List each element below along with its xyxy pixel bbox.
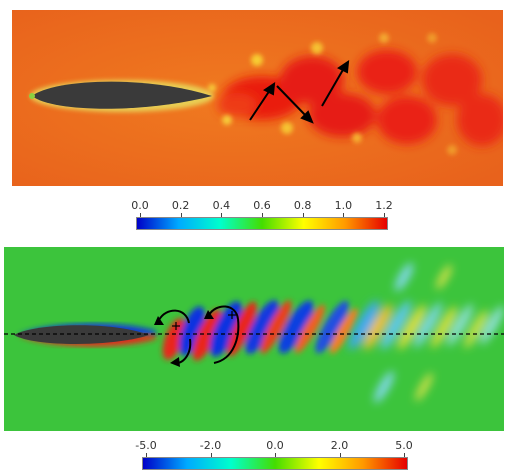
top-colorbar-tick-mark xyxy=(384,213,385,217)
bottom-colorbar-tick-label: -5.0 xyxy=(135,439,157,452)
bottom-colorbar-tick-mark xyxy=(146,453,147,457)
body-shape xyxy=(32,81,212,109)
top-colorbar-tick-mark xyxy=(343,213,345,217)
top-colorbar-gradient xyxy=(136,217,388,230)
top-colorbar-tick-label: 0.0 xyxy=(131,199,149,212)
wake-region xyxy=(217,50,503,146)
bottom-colorbar-tick-label: 5.0 xyxy=(395,439,413,452)
top-colorbar-tick-label: 0.8 xyxy=(293,199,312,212)
flow-arrows xyxy=(249,59,350,124)
top-colorbar-tick-mark xyxy=(302,213,304,217)
bottom-colorbar-tick-label: -2.0 xyxy=(199,439,222,452)
top-colorbar-tick-label: 1.0 xyxy=(334,199,353,212)
bottom-colorbar-tick-mark xyxy=(275,453,276,457)
bottom-colorbar-tick-mark xyxy=(404,453,405,457)
top-field-image xyxy=(12,10,503,186)
arrow-heads xyxy=(154,310,214,367)
top-colorbar-tick-label: 0.2 xyxy=(171,199,190,212)
far-wake-vortices xyxy=(348,262,504,403)
bottom-colorbar-tick-mark xyxy=(210,453,212,457)
top-velocity-field xyxy=(12,10,503,186)
bottom-colorbar-tick-mark xyxy=(339,453,341,457)
top-colorbar-tick-label: 0.4 xyxy=(212,199,231,212)
top-colorbar-tick-mark xyxy=(140,213,141,217)
top-colorbar-tick-label: 0.6 xyxy=(253,199,271,212)
top-colorbar-tick-mark xyxy=(262,213,263,217)
top-colorbar-tick-mark xyxy=(180,213,182,217)
shear-spots xyxy=(208,33,457,155)
bottom-field-image xyxy=(4,247,504,431)
vortex-signs xyxy=(172,311,236,330)
bottom-vorticity-field xyxy=(4,247,504,431)
bottom-colorbar-tick-label: 0.0 xyxy=(266,439,284,452)
top-colorbar-tick-mark xyxy=(221,213,223,217)
bottom-colorbar-tick-label: 2.0 xyxy=(330,439,349,452)
bottom-colorbar-gradient xyxy=(142,457,408,470)
body-shape-bottom xyxy=(14,325,149,344)
top-colorbar-tick-label: 1.2 xyxy=(375,199,393,212)
